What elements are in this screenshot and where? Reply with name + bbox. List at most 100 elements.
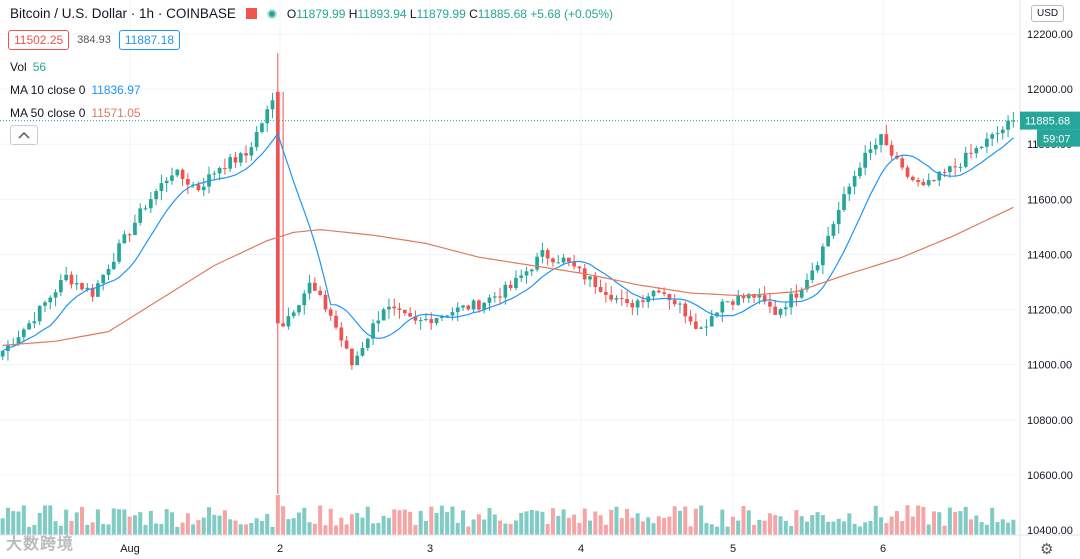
volume-bar xyxy=(582,508,587,535)
y-tick-label: 11000.00 xyxy=(1027,360,1072,372)
candle-body xyxy=(805,279,809,290)
currency-button[interactable]: USD xyxy=(1031,5,1065,22)
volume-bar xyxy=(677,510,682,535)
volume-bar xyxy=(625,508,630,535)
y-tick-label: 11200.00 xyxy=(1027,305,1072,317)
candle-body xyxy=(667,293,672,301)
candle-body xyxy=(32,321,37,324)
volume-bar xyxy=(175,526,180,535)
candle-body xyxy=(746,294,751,299)
legend-ma10[interactable]: MA 10 close 0 11836.97 xyxy=(10,83,141,97)
exchange: COINBASE xyxy=(166,6,236,21)
volume-bar xyxy=(238,524,243,535)
candle-body xyxy=(593,276,598,288)
market-closed-square-icon[interactable] xyxy=(245,8,257,19)
volume-bar xyxy=(492,514,497,535)
volume-bar xyxy=(767,513,772,535)
volume-bar xyxy=(847,513,852,535)
volume-bar xyxy=(799,516,804,535)
x-tick-label: 5 xyxy=(730,543,736,555)
gear-icon[interactable]: ⚙ xyxy=(1040,541,1054,558)
legend-ma50[interactable]: MA 50 close 0 11571.05 xyxy=(10,106,141,120)
candle-body xyxy=(604,291,608,295)
candle-body xyxy=(551,258,555,263)
candle-body xyxy=(858,167,862,177)
volume-bar xyxy=(863,522,868,535)
candle-body xyxy=(297,305,301,313)
low-value: 11879.99 xyxy=(416,6,466,21)
candle-body xyxy=(59,280,63,293)
candle-body xyxy=(127,234,132,236)
sell-price-button[interactable]: 11502.25 xyxy=(8,30,70,50)
candle-body xyxy=(630,303,635,308)
volume-bar xyxy=(349,514,354,535)
candle-body xyxy=(74,283,79,285)
candle-body xyxy=(90,287,95,297)
volume-bar xyxy=(969,519,974,535)
candle-body xyxy=(323,294,328,310)
volume-bar xyxy=(503,523,508,535)
symbol-name[interactable]: Bitcoin / U.S. Dollar xyxy=(10,6,128,21)
volume-bar xyxy=(154,523,159,535)
spread-value: 384.93 xyxy=(77,34,111,46)
volume-bar xyxy=(296,512,301,535)
volume-bar xyxy=(672,506,677,535)
candle-body xyxy=(836,209,841,225)
volume-bar xyxy=(635,513,640,535)
candle-body xyxy=(635,300,640,308)
candle-body xyxy=(106,269,111,275)
candle-body xyxy=(334,315,338,328)
volume-bar xyxy=(191,524,196,535)
buy-price-button[interactable]: 11887.18 xyxy=(118,30,180,50)
volume-bar xyxy=(408,511,413,535)
candle-body xyxy=(614,298,619,300)
market-status-dot-icon[interactable] xyxy=(266,8,277,19)
volume-bar xyxy=(709,524,714,535)
collapse-legend-button[interactable] xyxy=(10,125,38,145)
y-tick-label: 12000.00 xyxy=(1027,84,1073,96)
chevron-up-icon xyxy=(18,131,30,139)
candle-body xyxy=(133,222,137,236)
candle-body xyxy=(709,316,714,327)
ma10-line xyxy=(2,132,1014,352)
x-tick-label: 3 xyxy=(427,543,433,555)
candle-body xyxy=(318,290,322,295)
volume-bar xyxy=(974,515,979,535)
candle-body xyxy=(402,309,407,314)
volume-bar xyxy=(667,516,672,535)
legend-volume[interactable]: Vol 56 xyxy=(10,60,47,74)
interval[interactable]: 1h xyxy=(139,6,155,21)
candle-body xyxy=(424,319,428,321)
candle-body xyxy=(910,176,915,181)
candle-body xyxy=(286,316,291,327)
candle-body xyxy=(598,287,603,292)
candle-body xyxy=(101,274,106,284)
volume-bar xyxy=(916,505,921,535)
candle-body xyxy=(868,149,873,153)
candle-body xyxy=(302,293,307,306)
volume-bar xyxy=(180,522,185,535)
volume-bar xyxy=(937,512,942,535)
candle-body xyxy=(736,295,741,305)
candle-body xyxy=(916,180,920,182)
countdown-label: 59:07 xyxy=(1043,134,1071,146)
candle-body xyxy=(778,309,783,315)
candle-body xyxy=(672,300,677,305)
volume-bar xyxy=(101,524,106,535)
volume-bar xyxy=(169,512,174,535)
candle-body xyxy=(762,295,767,302)
candle-body xyxy=(482,302,487,310)
candle-body xyxy=(471,300,476,310)
candle-body xyxy=(889,145,894,156)
volume-bar xyxy=(21,505,26,535)
candle-body xyxy=(969,152,973,154)
candle-body xyxy=(905,167,910,177)
candle-body xyxy=(985,138,989,147)
volume-bar xyxy=(603,524,608,535)
volume-bar xyxy=(334,525,339,535)
candle-body xyxy=(408,313,412,317)
volume-bar xyxy=(48,505,53,535)
volume-bar xyxy=(646,517,651,535)
y-tick-label: 10600.00 xyxy=(1027,470,1073,482)
